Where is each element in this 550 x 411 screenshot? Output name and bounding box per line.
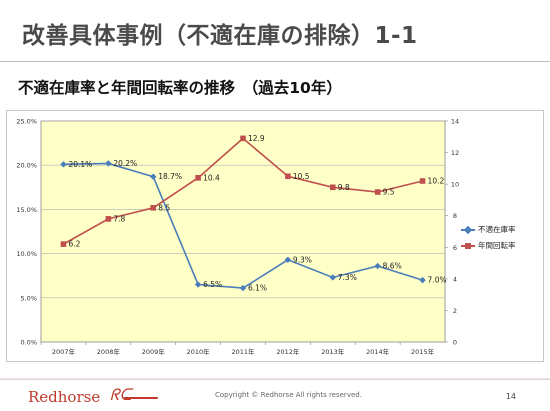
data-label: 7.8 [113,214,125,223]
data-label: 8.5 [158,203,170,212]
y-left-tick-label: 15.0% [16,206,37,214]
data-label: 9.3% [293,255,312,264]
diamond-marker-icon [463,225,473,235]
data-point-turnover [374,189,381,195]
data-point-rate [239,284,247,292]
y-left-tick-label: 25.0% [16,118,37,126]
y-right-tick-label: 6 [453,244,457,252]
data-point-rate [284,256,292,263]
data-point-turnover [195,175,201,181]
y-left-tick-label: 20.0% [16,162,37,170]
data-label: 9.8 [338,183,350,192]
x-tick-label: 2015年 [411,347,435,356]
legend-item-rate: 不適在庫率 [461,224,541,240]
data-point-rate [419,276,426,284]
x-tick-label: 2007年 [52,347,76,356]
legend-label-turnover: 年間回転率 [478,241,516,250]
data-point-turnover [419,178,426,184]
page-number: 14 [505,392,516,401]
data-label: 6.5% [203,280,222,289]
data-label: 7.3% [338,273,357,282]
data-label: 6.2 [68,240,80,249]
brand-swoosh-icon [124,397,158,399]
data-label: 20.2% [113,159,137,168]
x-tick-label: 2013年 [321,347,345,356]
data-point-turnover [240,135,246,142]
line-chart: 0.0% 5.0% 10.0% 15.0% 20.0% 25.0% 0 2 4 6 8 10 12 14 2… [16,118,459,357]
x-tick-label: 2014年 [366,347,390,356]
brand-mark-icon: ᖇᑕ [110,385,132,404]
data-label: 7.0% [428,276,447,285]
data-point-rate [105,160,112,167]
x-tick-label: 2010年 [187,347,211,356]
x-tick-label: 2012年 [276,347,300,356]
data-label: 10.4 [203,173,220,182]
y-left-tick-label: 10.0% [16,250,37,258]
y-right-tick-label: 14 [451,118,459,126]
data-label: 10.5 [293,172,310,181]
copyright-text: Copyright © Redhorse All rights reserved… [215,391,362,399]
chart-frame: 0.0% 5.0% 10.0% 15.0% 20.0% 25.0% 0 2 4 6 8 10 12 14 2… [6,110,544,362]
data-label: 18.7% [158,172,182,181]
y-right-tick-label: 8 [453,212,457,220]
x-tick-label: 2009年 [142,347,166,356]
brand-logo: Redhorse [28,388,101,406]
data-point-rate [150,173,157,180]
data-label: 9.5 [383,188,395,197]
title-divider [0,61,550,62]
data-point-turnover [329,184,336,191]
data-label: 12.9 [248,134,265,143]
y-right-tick-label: 4 [453,275,457,283]
data-point-rate [374,262,381,270]
footer [0,379,550,411]
data-point-rate [194,281,202,288]
y-right-tick-label: 0 [453,339,457,347]
data-point-turnover [150,205,157,211]
chart-subtitle: 不適在庫率と年間回転率の推移 （過去10年） [18,79,342,97]
y-right-tick-label: 2 [453,307,457,315]
y-right-tick-label: 12 [451,149,459,157]
plot-area [40,120,446,343]
y-left-tick-label: 5.0% [20,294,37,302]
data-point-rate [329,274,336,281]
data-point-turnover [105,216,112,222]
y-right-tick-label: 10 [451,181,459,189]
x-tick-label: 2008年 [97,347,121,356]
data-label: 6.1% [248,284,267,293]
slide-title: 改善具体事例（不適在庫の排除）1-1 [22,23,418,49]
legend-item-turnover: 年間回転率 [461,240,541,256]
square-marker-icon [465,243,471,249]
y-left-tick-label: 0.0% [20,339,37,347]
data-label: 10.2 [428,176,445,185]
data-point-turnover [60,241,67,247]
x-tick-label: 2011年 [231,347,255,356]
data-label: 8.6% [383,261,402,270]
data-point-turnover [285,173,291,180]
legend-label-rate: 不適在庫率 [478,225,516,234]
chart-legend: 不適在庫率 年間回転率 [461,224,541,256]
data-label: 20.1% [68,160,92,169]
data-point-rate [60,161,67,168]
